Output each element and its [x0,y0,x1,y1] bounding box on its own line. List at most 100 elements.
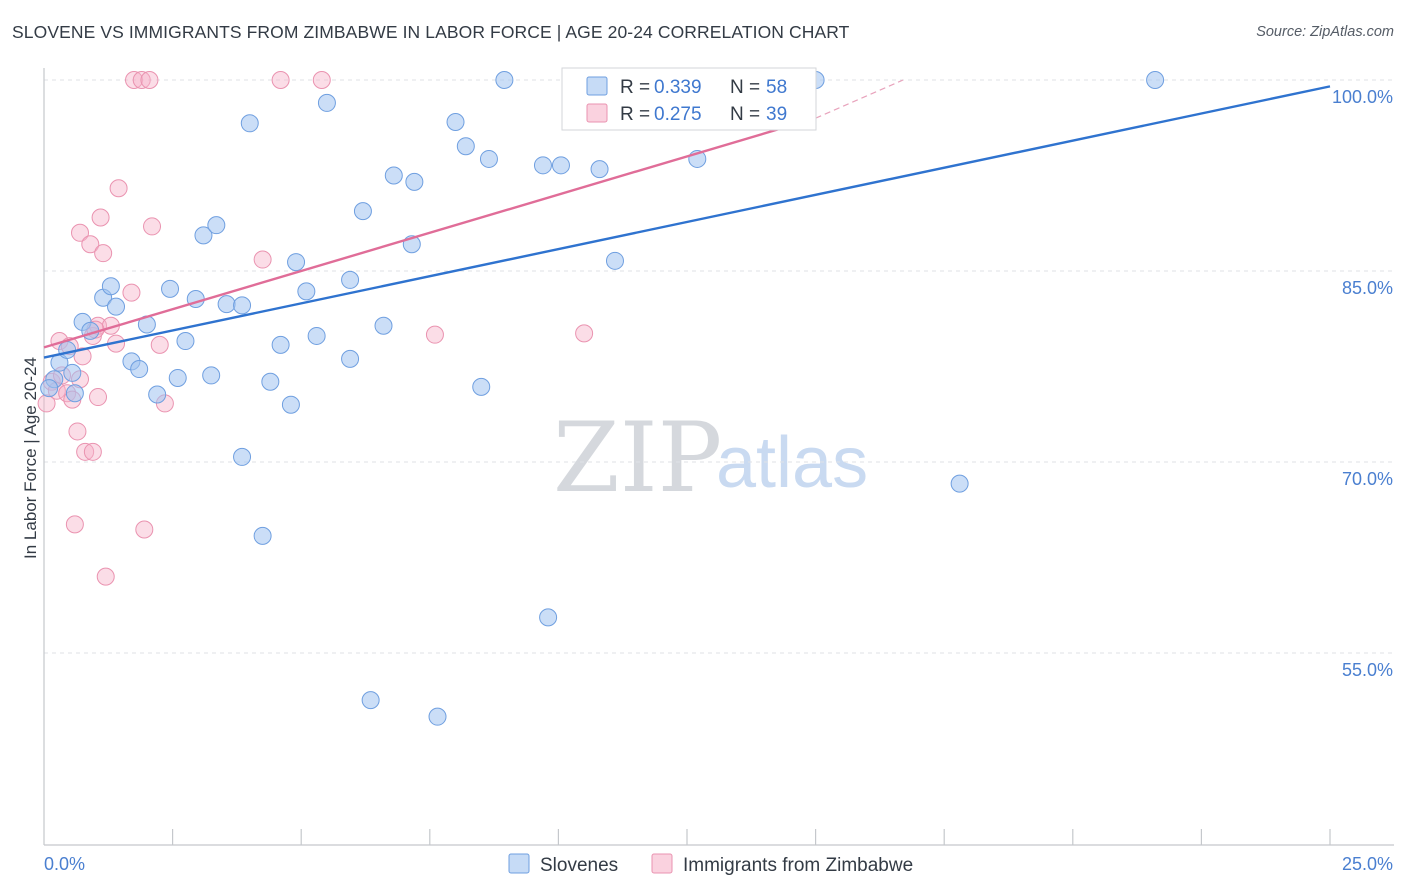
trend-lines [43,79,1331,359]
slovenes-point [148,385,167,404]
legend-n-value-zimbabwe: 39 [766,104,787,125]
slovenes-point [533,156,552,175]
slovenes-point [353,202,372,221]
zimbabwe-point [68,422,87,441]
y-tick-label: 55.0% [1342,660,1393,680]
slovenes-point [261,372,280,391]
slovenes-point [317,93,336,112]
x-tick-label-max: 25.0% [1342,854,1393,874]
zimbabwe-point [91,208,110,227]
legend-r-value-slovenes: 0.339 [654,77,702,98]
slovenes-point [456,137,475,156]
zimbabwe-point [83,442,102,461]
legend-r-label-slovenes: R = [620,77,650,98]
slovenes-point [281,395,300,414]
slovenes-trend-line [43,85,1331,359]
zimbabwe-point [81,235,100,254]
legend-n-value-slovenes: 58 [766,77,787,98]
slovenes-point [287,253,306,272]
slovenes-point [58,340,77,359]
zimbabwe-point [140,71,159,89]
slovenes-point [341,270,360,289]
slovenes-point [405,172,424,191]
slovenes-point [950,474,969,493]
y-tick-label: 70.0% [1342,469,1393,489]
zimbabwe-point [76,442,95,461]
zimbabwe-point [575,324,594,343]
slovenes-point [107,297,126,316]
slovenes-point [207,216,226,235]
stats-legend: R = 0.339 N = 58 R = 0.275 N = 39 [561,67,817,131]
slovenes-point [168,368,187,387]
zimbabwe-point [125,71,144,89]
slovenes-point [233,447,252,466]
legend-n-label-zimbabwe: N = [730,104,760,125]
legend-swatch-zimbabwe [586,103,608,123]
slovenes-point [217,295,236,314]
slovenes-point [271,335,290,354]
legend-n-label-slovenes: N = [730,77,760,98]
chart-title: SLOVENE VS IMMIGRANTS FROM ZIMBABWE IN L… [12,22,850,42]
slovenes-point [63,363,82,382]
slovenes-point [446,113,465,132]
slovenes-point [1146,71,1165,89]
slovenes-point [539,608,558,627]
series-legend: Slovenes Immigrants from Zimbabwe [508,853,913,876]
watermark-atlas: atlas [716,423,868,503]
slovenes-point [101,277,120,296]
slovenes-point [479,149,498,168]
zimbabwe-point [71,223,90,242]
x-tick-label-min: 0.0% [44,854,85,874]
zimbabwe-point [150,335,169,354]
grid-lines [44,79,1394,654]
watermark-zip: ZIP [553,402,722,514]
legend-r-label-zimbabwe: R = [620,104,650,125]
zimbabwe-point [65,515,84,534]
slovenes-point [374,316,393,335]
slovenes-point [341,349,360,368]
zimbabwe-point [143,217,162,236]
zimbabwe-point [73,347,92,366]
legend-swatch-slovenes [586,76,608,96]
slovenes-point [297,282,316,301]
slovenes-point [384,166,403,185]
y-tick-labels: 55.0% 70.0% 85.0% 100.0% [1332,87,1393,680]
zimbabwe-trend-extension [815,79,904,119]
slovenes-point [40,379,59,398]
slovenes-point [176,332,195,351]
bottom-legend-swatch-zimbabwe [651,853,673,874]
slovenes-point [472,377,491,396]
slovenes-point [161,279,180,298]
y-tick-label: 100.0% [1332,87,1393,107]
slovenes-point [428,707,447,726]
bottom-legend-label-zimbabwe: Immigrants from Zimbabwe [683,855,913,876]
bottom-legend-swatch-slovenes [508,853,530,874]
zimbabwe-point [89,388,108,407]
legend-r-value-zimbabwe: 0.275 [654,104,702,125]
slovenes-point [253,526,272,545]
chart-source: Source: ZipAtlas.com [1256,24,1394,40]
slovenes-point [307,326,326,345]
zimbabwe-point [122,283,141,302]
zimbabwe-point [109,179,128,198]
slovenes-point [240,114,259,133]
slovenes-point [65,384,84,403]
slovenes-point [130,360,149,379]
slovenes-point [361,691,380,710]
slovenes-point [202,366,221,385]
zimbabwe-point [96,567,115,586]
zimbabwe-point [425,325,444,344]
slovenes-point [194,226,213,245]
x-ticks [172,829,1331,845]
zimbabwe-point [253,250,272,269]
zimbabwe-point [135,520,154,539]
zimbabwe-trend-line [43,117,816,349]
zimbabwe-point [94,244,113,263]
slovenes-point [233,296,252,315]
y-axis-label: In Labor Force | Age 20-24 [21,357,40,559]
series-slovenes-points [40,71,1165,726]
zimbabwe-point [312,71,331,89]
slovenes-point [605,251,624,270]
slovenes-point [551,156,570,175]
slovenes-point [495,71,514,89]
